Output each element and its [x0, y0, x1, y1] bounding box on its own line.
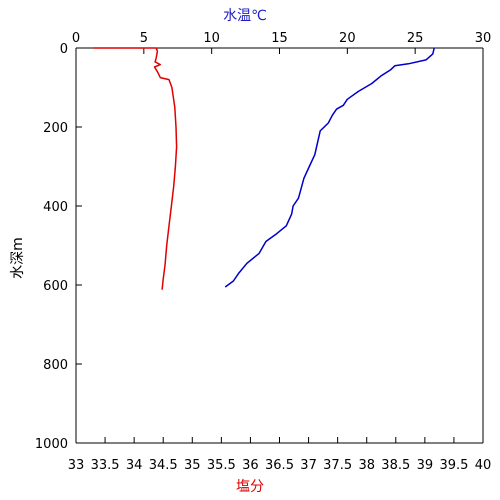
top-tick-label: 20: [339, 31, 356, 46]
bottom-tick-label: 34.5: [149, 458, 178, 473]
salinity-profile-line: [93, 47, 178, 290]
bottom-tick-label: 36.5: [265, 458, 294, 473]
bottom-tick-label: 39.5: [439, 458, 468, 473]
top-axis-title: 水温℃: [223, 8, 267, 24]
top-tick-label: 5: [140, 31, 148, 46]
bottom-tick-label: 40: [475, 458, 492, 473]
bottom-tick-label: 35: [184, 458, 201, 473]
bottom-tick-label: 38.5: [381, 458, 410, 473]
bottom-axis-ticks: 33 33.5 34 34.5 35 35.5 36 36.5 37 37.5 38 38.5 39 39…: [68, 437, 492, 473]
left-axis-ticks: 0 200 400 600 800 1000: [35, 42, 82, 452]
bottom-tick-label: 37.5: [323, 458, 352, 473]
bottom-tick-label: 33: [68, 458, 85, 473]
bottom-tick-label: 38: [358, 458, 375, 473]
left-tick-label: 1000: [35, 437, 68, 452]
bottom-axis-title: 塩分: [236, 479, 264, 495]
top-axis-ticks: 0 5 10 15 20 25 30: [72, 31, 491, 54]
bottom-tick-label: 39: [417, 458, 434, 473]
bottom-tick-label: 33.5: [91, 458, 120, 473]
bottom-tick-label: 36: [242, 458, 259, 473]
top-tick-label: 15: [271, 31, 288, 46]
top-tick-label: 0: [72, 31, 80, 46]
left-axis-title: 水深m: [10, 237, 26, 279]
bottom-tick-label: 37: [300, 458, 317, 473]
series-layer: [93, 47, 435, 290]
top-tick-label: 25: [407, 31, 424, 46]
top-tick-label: 10: [203, 31, 220, 46]
temperature-profile-line: [224, 47, 435, 288]
top-tick-label: 30: [475, 31, 492, 46]
left-tick-label: 200: [43, 121, 68, 136]
bottom-tick-label: 34: [126, 458, 143, 473]
left-tick-label: 800: [43, 358, 68, 373]
left-tick-label: 0: [60, 42, 68, 57]
left-tick-label: 600: [43, 279, 68, 294]
left-tick-label: 400: [43, 200, 68, 215]
bottom-tick-label: 35.5: [207, 458, 236, 473]
